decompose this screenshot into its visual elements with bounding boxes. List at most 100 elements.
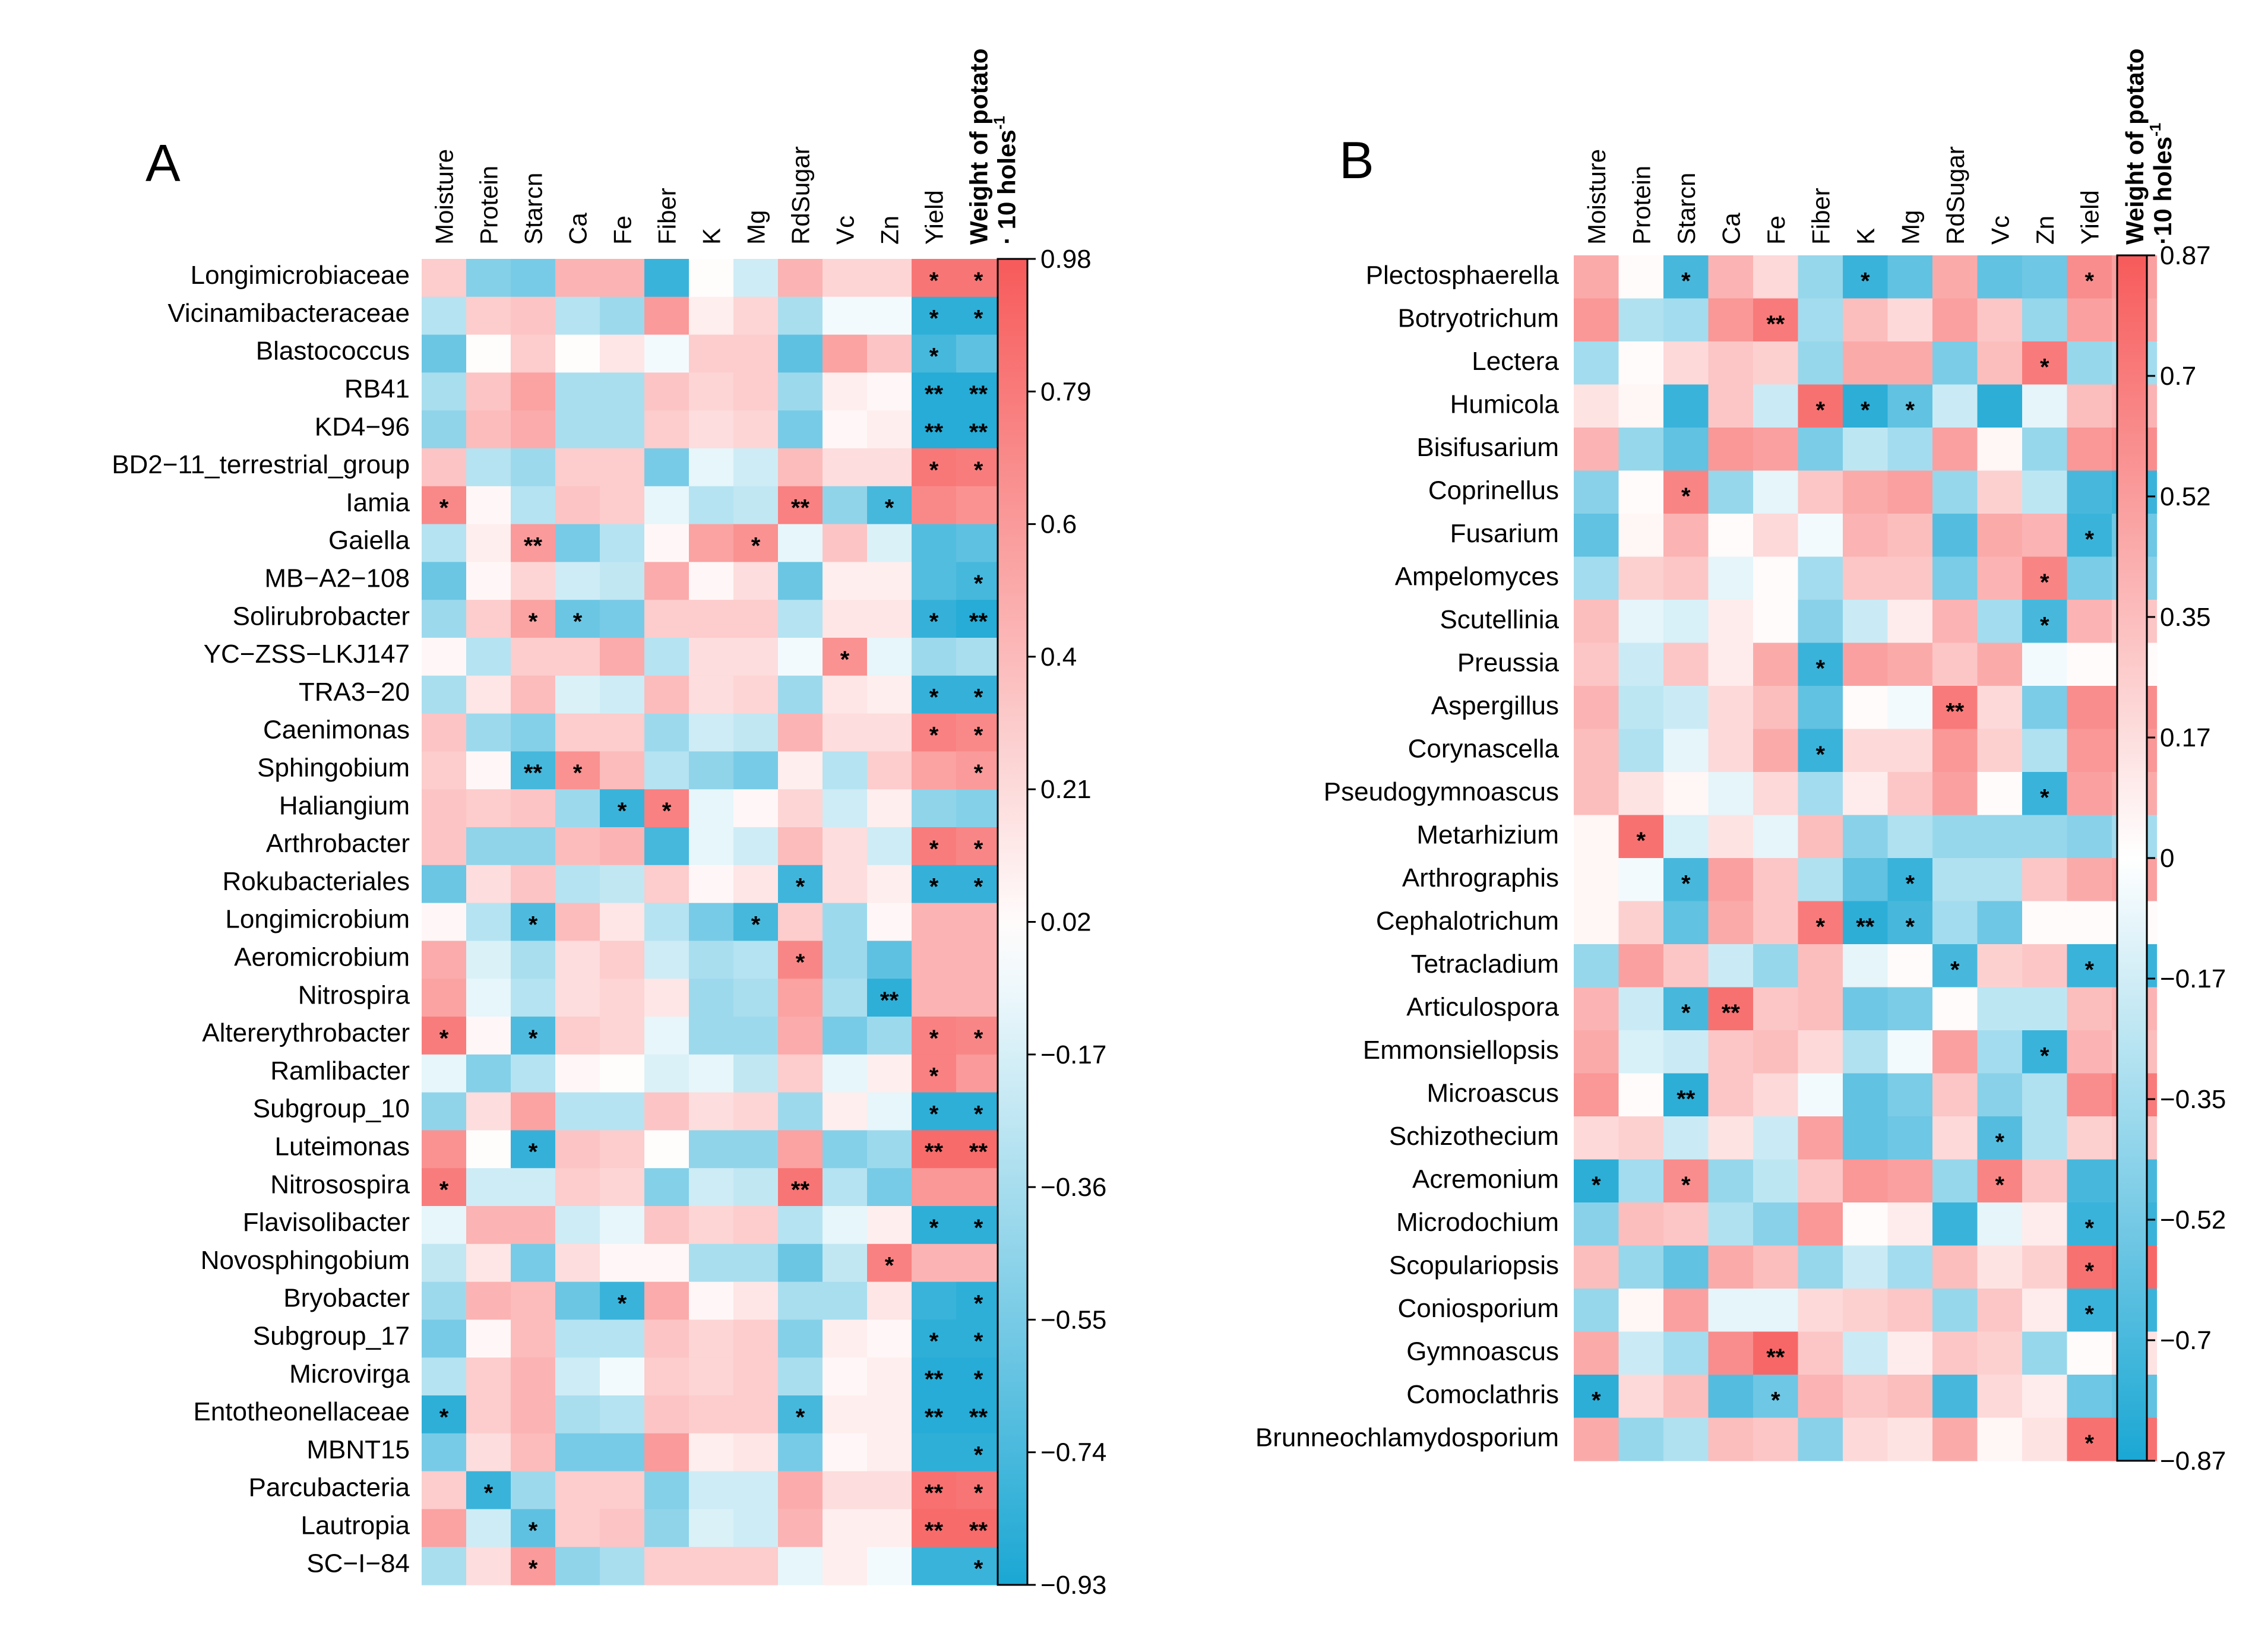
panel-a-colorbar-tick-label: 0.98 — [1040, 245, 1092, 274]
panel-b-cell-schizothecium-protein — [1618, 1116, 1664, 1160]
panel-a-row-label-longimicrobiaceae: Longimicrobiaceae — [191, 261, 410, 290]
panel-a-cell-altererythrobacter-weight-of-potato — [956, 1017, 1001, 1055]
panel-a-cell-rokubacteriales-protein — [466, 865, 511, 904]
panel-a-cell-arthrobacter-moisture — [422, 827, 467, 866]
panel-b-cell-schizothecium-moisture — [1574, 1116, 1619, 1160]
panel-a-sig-rb41-weight-of-potato: ** — [969, 381, 988, 407]
panel-a-cell-sc-i-84-ca — [555, 1547, 600, 1585]
panel-b-cell-plectosphaerella-fe — [1753, 255, 1799, 299]
panel-b-cell-coprinellus-zn — [2022, 470, 2068, 514]
panel-b-sig-cephalotrichum-fiber: * — [1816, 914, 1826, 940]
panel-a-cell-bd2-11-terrestrial-group-k — [689, 448, 734, 487]
panel-a-cell-caenimonas-rdsugar — [778, 713, 823, 752]
panel-a-cell-caenimonas-moisture — [422, 713, 467, 752]
panel-a-cell-sphingobium-protein — [466, 751, 511, 790]
panel-a-cell-aeromicrobium-moisture — [422, 941, 467, 979]
panel-b-cell-lectera-yield — [2067, 341, 2112, 385]
panel-a-cell-kd4-96-vc — [823, 410, 868, 449]
panel-a-cell-arthrobacter-yield — [912, 827, 957, 866]
panel-a-cell-rb41-starcn — [511, 372, 556, 411]
panel-b-label: B — [1339, 131, 1374, 189]
panel-b-cell-tetracladium-ca — [1708, 944, 1754, 988]
panel-b-cell-scopulariopsis-moisture — [1574, 1245, 1619, 1289]
panel-b-cell-scopulariopsis-starcn — [1663, 1245, 1709, 1289]
panel-b-cell-lectera-mg — [1887, 341, 1933, 385]
panel-a-cell-sphingobium-rdsugar — [778, 751, 823, 790]
panel-a-cell-longimicrobium-k — [689, 903, 734, 941]
panel-b-cell-plectosphaerella-mg — [1887, 255, 1933, 299]
panel-a-cell-gaiella-fiber — [644, 524, 689, 562]
panel-b-row-label-bisifusarium: Bisifusarium — [1416, 433, 1559, 462]
panel-a-cell-flavisolibacter-starcn — [511, 1206, 556, 1245]
panel-b-cell-aspergillus-yield — [2067, 686, 2112, 730]
panel-a-cell-rb41-fe — [600, 372, 645, 411]
panel-b-row-label-pseudogymnoascus: Pseudogymnoascus — [1324, 777, 1559, 806]
panel-b-cell-gymnoascus-rdsugar — [1932, 1331, 1978, 1375]
panel-b-cell-humicola-moisture — [1574, 384, 1619, 428]
panel-a-sig-entotheonellaceae-moisture: * — [439, 1404, 449, 1430]
panel-a-cell-mb-a2-108-fe — [600, 562, 645, 600]
panel-a-cell-yc-zss-lkj147-moisture — [422, 638, 467, 676]
panel-a-cell-lautropia-moisture — [422, 1509, 467, 1547]
panel-a-cell-microvirga-ca — [555, 1357, 600, 1396]
panel-a-cell-subgroup-10-fe — [600, 1092, 645, 1131]
panel-b-sig-articulospora-ca: ** — [1722, 1000, 1741, 1026]
panel-a-cell-longimicrobiaceae-k — [689, 259, 734, 297]
panel-b-cell-lectera-fiber — [1798, 341, 1843, 385]
panel-a-cell-tra3-20-k — [689, 675, 734, 714]
panel-b-row-label-scutellinia: Scutellinia — [1440, 605, 1559, 634]
panel-a-cell-subgroup-17-moisture — [422, 1319, 467, 1358]
panel-b-cell-tetracladium-yield — [2067, 944, 2112, 988]
panel-b-sig-arthrographis-starcn: * — [1681, 871, 1691, 897]
panel-b-cell-ampelomyces-starcn — [1663, 556, 1709, 600]
panel-a-cell-altererythrobacter-protein — [466, 1017, 511, 1055]
panel-b-cell-comoclathris-yield — [2067, 1375, 2112, 1419]
panel-a-cell-gaiella-zn — [867, 524, 912, 562]
panel-b-row-label-tetracladium: Tetracladium — [1411, 949, 1559, 979]
panel-a-sig-vicinamibacteraceae-yield: * — [929, 306, 939, 332]
panel-b-cell-gymnoascus-fe — [1753, 1331, 1799, 1375]
panel-b-cell-articulospora-zn — [2022, 987, 2068, 1031]
panel-a-cell-tra3-20-fe — [600, 675, 645, 714]
panel-b-cell-emmonsiellopsis-protein — [1618, 1030, 1664, 1074]
panel-a-col-label-starcn: Starcn — [520, 173, 548, 245]
panel-a-cell-haliangium-mg — [733, 789, 779, 828]
panel-a-cell-bd2-11-terrestrial-group-zn — [867, 448, 912, 487]
panel-a-cell-vicinamibacteraceae-protein — [466, 296, 511, 336]
panel-b-cell-arthrographis-rdsugar — [1932, 858, 1978, 902]
panel-a-cell-haliangium-moisture — [422, 789, 467, 828]
panel-a-cell-vicinamibacteraceae-zn — [867, 296, 912, 336]
panel-b-cell-plectosphaerella-moisture — [1574, 255, 1619, 299]
panel-a-row-label-yc-zss-lkj147: YC−ZSS−LKJ147 — [204, 640, 410, 669]
panel-b-cell-metarhizium-rdsugar — [1932, 815, 1978, 859]
panel-a-cell-nitrosospira-fiber — [644, 1168, 689, 1207]
panel-a-cell-yc-zss-lkj147-vc — [823, 638, 868, 676]
panel-b-cell-ampelomyces-fe — [1753, 556, 1799, 600]
panel-a-row-label-sphingobium: Sphingobium — [257, 754, 410, 783]
panel-a-cell-longimicrobiaceae-weight-of-potato — [956, 259, 1001, 297]
panel-b-cell-microdochium-mg — [1887, 1202, 1933, 1246]
panel-a-cell-aeromicrobium-fe — [600, 941, 645, 979]
panel-b-cell-schizothecium-yield — [2067, 1116, 2112, 1160]
panel-b-cell-bisifusarium-mg — [1887, 428, 1933, 471]
panel-a-sig-altererythrobacter-starcn: * — [529, 1026, 538, 1052]
panel-a-sig-sphingobium-weight-of-potato: * — [974, 760, 983, 786]
panel-a-cell-tra3-20-ca — [555, 675, 600, 714]
panel-a-cell-lautropia-starcn — [511, 1509, 556, 1547]
panel-a-cell-bd2-11-terrestrial-group-moisture — [422, 448, 467, 487]
panel-b-cell-scutellinia-protein — [1618, 600, 1664, 644]
panel-a-cell-microvirga-moisture — [422, 1357, 467, 1396]
panel-a-row-label-haliangium: Haliangium — [279, 791, 410, 820]
panel-b-cell-scutellinia-yield — [2067, 600, 2112, 644]
panel-b-cell-comoclathris-fe — [1753, 1375, 1799, 1419]
panel-b-cell-preussia-vc — [1977, 642, 2023, 686]
panel-b-sig-metarhizium-protein: * — [1637, 828, 1646, 854]
panel-a-cell-nitrosospira-k — [689, 1168, 734, 1207]
panel-a-cell-aeromicrobium-vc — [823, 941, 868, 979]
panel-b-cell-microascus-yield — [2067, 1073, 2112, 1117]
panel-a-cell-gaiella-moisture — [422, 524, 467, 562]
panel-a-cell-longimicrobiaceae-yield — [912, 259, 957, 297]
panel-a-cell-longimicrobium-moisture — [422, 903, 467, 941]
panel-b-cell-bisifusarium-zn — [2022, 428, 2068, 471]
panel-a-cell-iamia-weight-of-potato — [956, 486, 1001, 525]
